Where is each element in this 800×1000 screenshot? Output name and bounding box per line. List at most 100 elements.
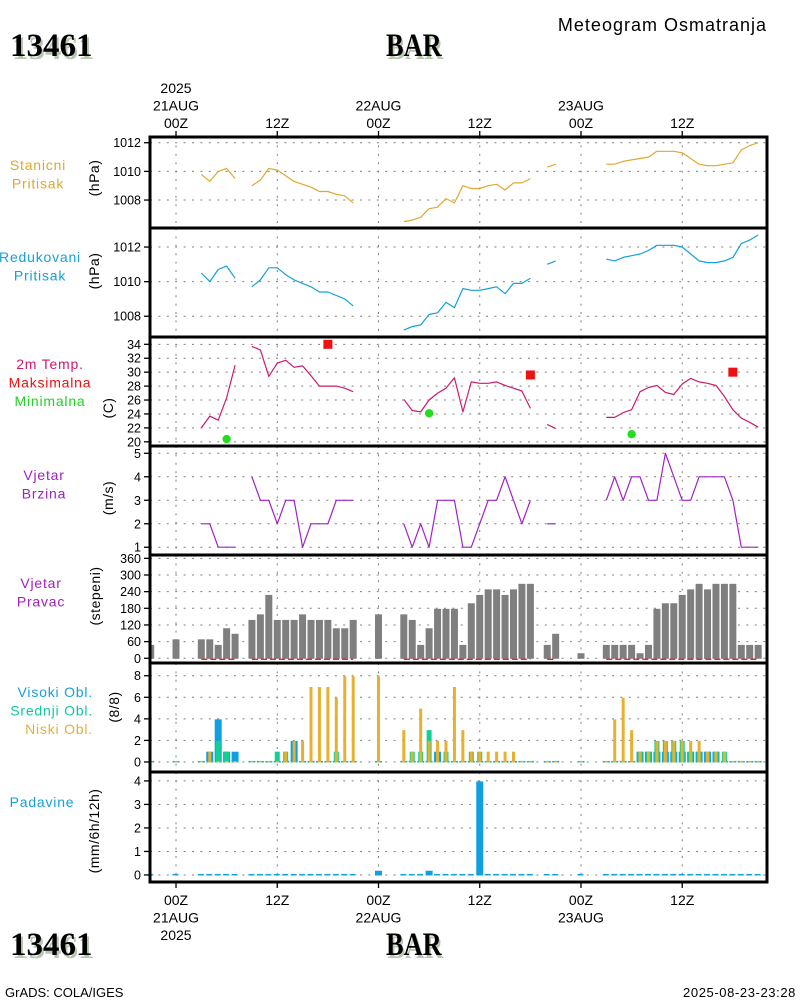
series-line-2m-temp- [251, 345, 354, 393]
bar-precipitation [434, 873, 441, 876]
cloud-bar-niski-obl- [672, 740, 676, 763]
bar-wind-direction [425, 628, 433, 659]
panel-label: Maksimalna [9, 375, 92, 391]
bar-wind-direction [636, 653, 644, 659]
cloud-bar-niski-obl- [233, 760, 237, 763]
panel-label: Srednji Obl. [10, 703, 93, 719]
bar-wind-direction [442, 608, 450, 659]
bar-wind-direction [332, 628, 340, 659]
y-tick-label: 1008 [113, 310, 141, 324]
series-line-vjetar-brzina [251, 476, 354, 548]
y-tick-label: 2 [134, 734, 141, 748]
cloud-bar-niski-obl- [604, 760, 608, 763]
bar-wind-direction [282, 619, 290, 659]
cloud-bar-niski-obl- [646, 751, 650, 763]
cloud-bar-niski-obl- [469, 751, 473, 763]
bar-wind-direction [400, 614, 408, 659]
cloud-bar-niski-obl- [267, 760, 271, 763]
bar-precipitation [341, 873, 348, 876]
cloud-bar-srednji-obl- [215, 740, 221, 763]
y-tick-label: 180 [120, 602, 141, 616]
bar-precipitation [729, 873, 736, 876]
max-temp-marker [323, 339, 333, 349]
bar-wind-direction [644, 644, 652, 659]
cloud-bar-niski-obl- [444, 740, 448, 763]
bar-wind-direction [577, 653, 585, 659]
cloud-bar-niski-obl- [621, 697, 625, 763]
panel-data [200, 339, 759, 444]
bar-precipitation [299, 873, 306, 876]
y-axis-unit-label: (hPa) [86, 253, 102, 290]
top-time-label: 12Z [265, 115, 290, 131]
cloud-bar-niski-obl- [613, 719, 617, 763]
bar-wind-direction [450, 608, 458, 659]
bar-precipitation [332, 873, 339, 876]
cloud-bar-niski-obl- [655, 740, 659, 763]
station-name-top: BAR [386, 28, 442, 64]
bar-precipitation [476, 781, 484, 876]
y-tick-label: 8 [134, 669, 141, 683]
bottom-time-label: 12Z [265, 892, 290, 908]
timestamp-label: 2025-08-23-23:28 [683, 985, 796, 1000]
cloud-bar-niski-obl- [486, 751, 490, 763]
bar-precipitation [695, 873, 702, 876]
bar-precipitation [256, 873, 263, 876]
y-tick-label: 1010 [113, 165, 141, 179]
y-tick-label: 26 [127, 394, 141, 408]
bar-wind-direction [273, 619, 281, 659]
panel-label: Vjetar [20, 575, 61, 591]
cloud-bar-niski-obl- [225, 760, 229, 763]
bar-precipitation [737, 873, 744, 876]
series-line-2m-temp- [403, 377, 531, 413]
cloud-bar-niski-obl- [275, 760, 279, 763]
cloud-bar-niski-obl- [731, 760, 735, 763]
cloud-bar-niski-obl- [706, 751, 710, 763]
y-axis-unit-label: (mm/6h/12h) [86, 789, 102, 874]
y-tick-label: 60 [127, 635, 141, 649]
bar-precipitation [543, 873, 550, 876]
top-time-label: 22AUG [356, 98, 402, 114]
bar-wind-direction [197, 639, 205, 659]
top-time-label: 00Z [569, 115, 594, 131]
bar-precipitation [644, 873, 651, 876]
y-tick-label: 4 [134, 712, 141, 726]
bar-precipitation [273, 873, 280, 876]
max-temp-marker [525, 370, 535, 380]
y-tick-label: 4 [134, 774, 141, 788]
bar-precipitation [231, 873, 238, 876]
panel-label: Pritisak [12, 176, 64, 192]
panel-data [150, 583, 762, 660]
cloud-bar-niski-obl- [545, 760, 549, 763]
bar-wind-direction [695, 583, 703, 659]
panel-data [200, 142, 759, 223]
cloud-bar-niski-obl- [461, 730, 465, 763]
station-id-bottom: 13461 [10, 927, 93, 963]
bar-wind-direction [509, 589, 517, 659]
series-line-stanicni-pritisak [606, 142, 759, 167]
bar-precipitation [442, 873, 449, 876]
panel-wind-speed: 1 2 3 4 5 Vjetar Brzina (m/s) [22, 446, 767, 555]
bar-wind-direction [704, 589, 712, 659]
bar-precipitation [206, 873, 213, 876]
bar-precipitation [197, 873, 204, 876]
bar-wind-direction [206, 639, 214, 659]
cloud-bar-niski-obl- [419, 708, 423, 763]
bar-precipitation [417, 873, 424, 876]
top-time-label: 12Z [670, 115, 695, 131]
series-line-stanicni-pritisak [403, 178, 531, 223]
bar-wind-direction [290, 619, 298, 659]
station-id-top: 13461 [10, 28, 93, 64]
panel-label: 2m Temp. [16, 356, 84, 372]
y-tick-label: 22 [127, 421, 141, 435]
bar-precipitation [720, 873, 727, 876]
bar-precipitation [577, 873, 584, 876]
panel-label: Padavine [10, 794, 75, 810]
bar-wind-direction [172, 639, 180, 659]
bottom-time-label: 12Z [468, 892, 493, 908]
panel-label: Vjetar [23, 467, 64, 483]
cloud-bar-niski-obl- [503, 751, 507, 763]
bar-wind-direction [720, 583, 728, 659]
bar-wind-direction [653, 608, 661, 659]
panel-label: Redukovani [0, 249, 81, 265]
